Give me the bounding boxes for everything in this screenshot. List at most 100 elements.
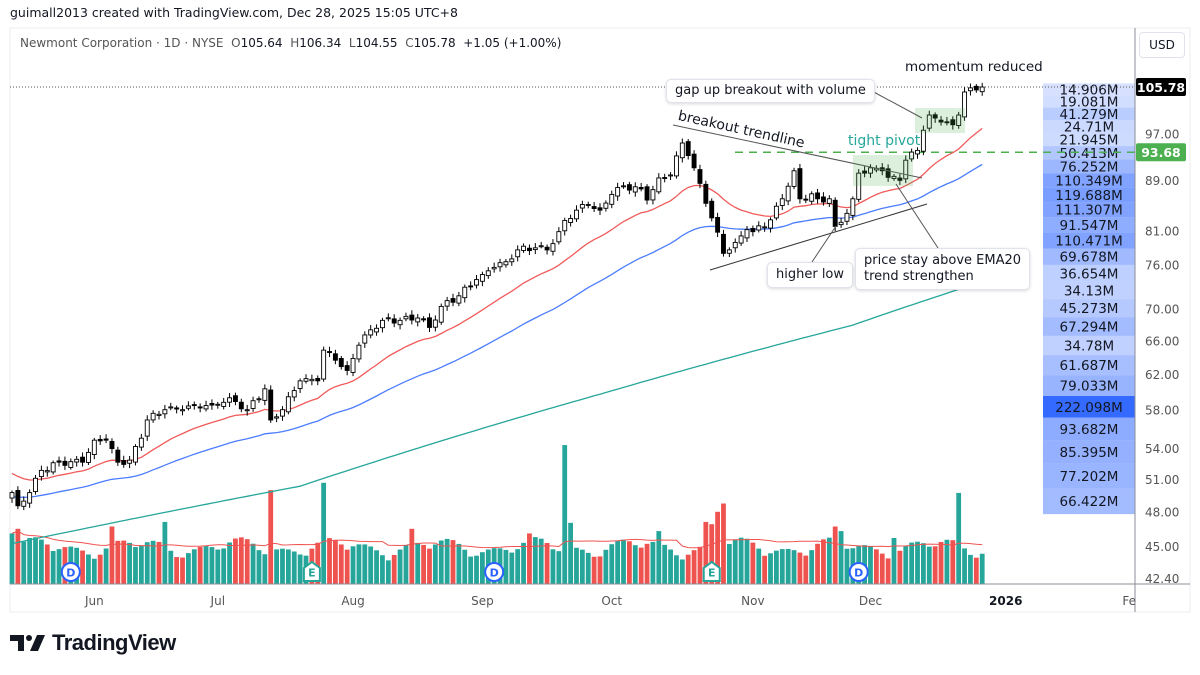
candle-body[interactable] <box>491 266 497 270</box>
candle-body[interactable] <box>920 129 926 152</box>
candle-body[interactable] <box>203 405 209 410</box>
candle-body[interactable] <box>609 193 615 205</box>
candle-body[interactable] <box>85 451 91 463</box>
candle-body[interactable] <box>474 279 479 286</box>
candle-body[interactable] <box>150 412 156 421</box>
candle-body[interactable] <box>797 168 803 200</box>
earnings-marker-icon[interactable]: E <box>702 560 721 582</box>
candle-body[interactable] <box>662 177 668 179</box>
candle-body[interactable] <box>262 388 268 401</box>
candle-body[interactable] <box>574 209 579 220</box>
candle-body[interactable] <box>432 319 438 328</box>
candle-body[interactable] <box>168 406 174 409</box>
candle-body[interactable] <box>268 389 274 421</box>
candle-body[interactable] <box>962 91 968 118</box>
candle-body[interactable] <box>485 270 491 277</box>
candle-body[interactable] <box>915 149 920 155</box>
candle-body[interactable] <box>350 358 356 373</box>
candle-body[interactable] <box>762 226 768 229</box>
candle-body[interactable] <box>550 243 556 252</box>
candle-body[interactable] <box>638 187 644 190</box>
candle-body[interactable] <box>144 419 150 437</box>
candle-body[interactable] <box>344 365 350 371</box>
candle-body[interactable] <box>944 121 950 124</box>
candle-body[interactable] <box>21 500 27 507</box>
momentum-reduced-label[interactable]: momentum reduced <box>905 59 1043 75</box>
candle-body[interactable] <box>38 469 44 478</box>
candle-body[interactable] <box>585 203 591 206</box>
candle-body[interactable] <box>973 85 979 91</box>
candle-body[interactable] <box>444 300 450 307</box>
candle-body[interactable] <box>626 184 632 191</box>
candle-body[interactable] <box>544 246 550 251</box>
candle-body[interactable] <box>321 349 327 380</box>
candle-body[interactable] <box>356 344 362 360</box>
candle-body[interactable] <box>820 196 826 203</box>
earnings-marker-icon[interactable]: E <box>302 560 321 582</box>
candle-body[interactable] <box>768 219 773 229</box>
currency-button[interactable]: USD <box>1139 32 1185 58</box>
candle-body[interactable] <box>127 459 133 464</box>
candle-body[interactable] <box>932 114 938 119</box>
candle-body[interactable] <box>591 206 597 209</box>
candle-body[interactable] <box>374 327 380 333</box>
candle-body[interactable] <box>62 460 68 466</box>
candle-body[interactable] <box>403 315 409 320</box>
footer-logo[interactable]: TradingView <box>10 630 176 656</box>
candle-body[interactable] <box>468 285 474 288</box>
tight-pivot-label[interactable]: tight pivot <box>848 133 921 149</box>
candle-body[interactable] <box>44 470 50 473</box>
candle-body[interactable] <box>215 403 221 406</box>
candle-body[interactable] <box>815 192 821 200</box>
candle-body[interactable] <box>315 377 321 382</box>
candle-body[interactable] <box>244 409 250 412</box>
support-trendline[interactable] <box>709 203 928 271</box>
higher-low-note[interactable]: higher low <box>767 262 854 288</box>
candle-body[interactable] <box>844 212 850 222</box>
candle-body[interactable] <box>532 247 538 251</box>
candle-body[interactable] <box>526 247 532 252</box>
candle-body[interactable] <box>785 185 791 202</box>
candle-body[interactable] <box>497 262 503 268</box>
candle-body[interactable] <box>162 409 168 415</box>
candle-body[interactable] <box>191 404 197 407</box>
dividend-marker-icon[interactable]: D <box>60 562 81 582</box>
candle-body[interactable] <box>868 167 873 174</box>
candle-body[interactable] <box>462 286 468 299</box>
candle-body[interactable] <box>250 400 256 409</box>
candle-body[interactable] <box>503 261 509 266</box>
candle-body[interactable] <box>644 186 650 201</box>
candle-body[interactable] <box>744 229 750 239</box>
candle-body[interactable] <box>397 319 403 326</box>
consolidation-box[interactable] <box>915 108 965 133</box>
candle-body[interactable] <box>632 186 638 193</box>
candle-body[interactable] <box>133 446 138 463</box>
candle-body[interactable] <box>74 458 80 463</box>
candle-body[interactable] <box>897 177 903 181</box>
candle-body[interactable] <box>221 401 227 407</box>
candle-body[interactable] <box>50 462 56 473</box>
candle-body[interactable] <box>979 86 985 93</box>
candle-body[interactable] <box>791 170 797 187</box>
candle-body[interactable] <box>726 249 732 254</box>
candle-body[interactable] <box>280 409 285 417</box>
candle-body[interactable] <box>885 168 891 178</box>
candle-body[interactable] <box>538 245 544 248</box>
candle-body[interactable] <box>421 318 427 321</box>
candle-body[interactable] <box>703 183 709 204</box>
candle-body[interactable] <box>579 204 585 209</box>
candle-body[interactable] <box>750 228 756 233</box>
symbol-name[interactable]: Newmont Corporation · 1D · NYSE <box>20 36 224 50</box>
candle-body[interactable] <box>27 492 33 504</box>
candle-body[interactable] <box>650 189 656 201</box>
candle-body[interactable] <box>415 317 421 323</box>
candle-body[interactable] <box>368 329 374 336</box>
candle-body[interactable] <box>427 317 432 328</box>
candle-body[interactable] <box>303 378 309 382</box>
breakout-trendline[interactable] <box>672 124 923 179</box>
candle-body[interactable] <box>33 477 38 493</box>
candle-body[interactable] <box>673 155 679 177</box>
candle-body[interactable] <box>891 175 897 179</box>
